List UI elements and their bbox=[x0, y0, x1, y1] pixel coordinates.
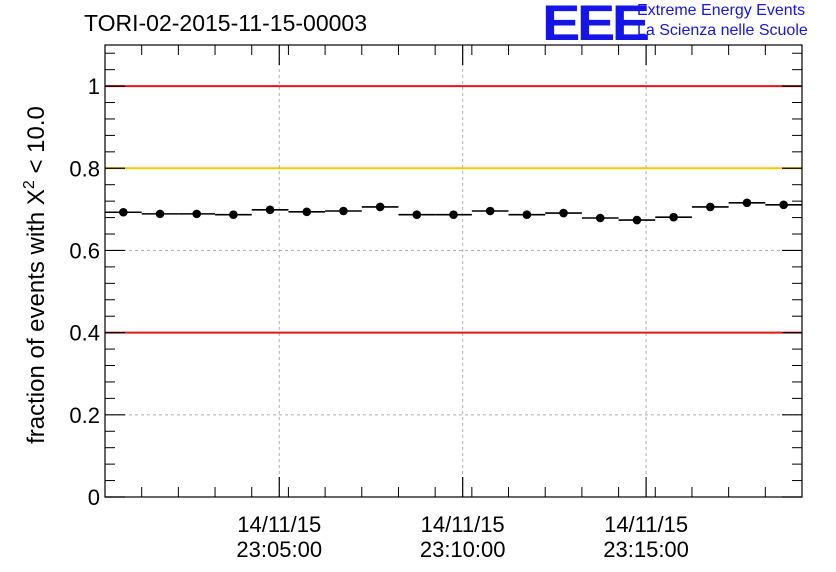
y-tick-label: 0.6 bbox=[69, 238, 100, 263]
data-point bbox=[435, 210, 472, 220]
y-axis-label-sup: 2 bbox=[21, 180, 38, 189]
x-tick-time-label: 23:15:00 bbox=[603, 537, 689, 562]
x-tick-date-label: 14/11/15 bbox=[237, 512, 321, 537]
data-point bbox=[545, 208, 582, 218]
x-tick-time-label: 23:05:00 bbox=[236, 537, 322, 562]
reference-lines bbox=[105, 85, 802, 334]
data-point-marker bbox=[449, 210, 458, 220]
eee-logo-mark: EEE bbox=[542, 0, 650, 51]
data-point-marker bbox=[119, 207, 128, 217]
data-points bbox=[105, 198, 802, 225]
y-axis-label-prefix: fraction of events with X bbox=[23, 189, 50, 444]
data-point-marker bbox=[632, 215, 642, 225]
grid-layer bbox=[105, 45, 802, 497]
data-point bbox=[398, 210, 436, 220]
data-point-marker bbox=[375, 202, 385, 212]
data-point-marker bbox=[265, 205, 275, 215]
data-point-marker bbox=[302, 207, 312, 217]
logo-line-2: La Scienza nelle Scuole bbox=[637, 22, 808, 39]
data-point bbox=[251, 205, 289, 215]
data-point bbox=[471, 206, 509, 216]
data-point-marker bbox=[559, 208, 568, 218]
data-point bbox=[581, 213, 619, 223]
data-point-marker bbox=[412, 210, 422, 220]
data-point bbox=[361, 202, 399, 212]
data-point-marker bbox=[522, 210, 532, 220]
data-point bbox=[618, 215, 656, 225]
data-point-marker bbox=[705, 202, 715, 212]
data-point-marker bbox=[779, 200, 788, 210]
data-point bbox=[691, 202, 729, 212]
data-point bbox=[105, 207, 142, 217]
data-point bbox=[728, 198, 766, 208]
data-point bbox=[765, 200, 802, 210]
data-point-marker bbox=[229, 210, 238, 220]
data-point bbox=[178, 209, 216, 219]
data-point-marker bbox=[192, 209, 202, 219]
logo-line-1: Extreme Energy Events bbox=[637, 2, 806, 19]
y-axis-label: fraction of events with X2 < 10.0 bbox=[21, 106, 50, 444]
data-point bbox=[215, 210, 252, 220]
x-tick-time-label: 23:10:00 bbox=[420, 537, 506, 562]
plot-frame bbox=[104, 44, 803, 498]
axes-layer bbox=[104, 44, 803, 498]
axis-labels: 00.20.40.60.8114/11/1523:05:0014/11/1523… bbox=[21, 74, 689, 562]
data-point-marker bbox=[669, 212, 678, 222]
data-point bbox=[655, 212, 692, 222]
x-tick-date-label: 14/11/15 bbox=[604, 512, 688, 537]
y-tick-label: 1 bbox=[88, 74, 100, 99]
data-point-marker bbox=[485, 206, 495, 216]
y-tick-label: 0 bbox=[88, 485, 100, 510]
y-tick-label: 0.4 bbox=[69, 321, 100, 346]
y-tick-label: 0.2 bbox=[69, 403, 100, 428]
y-axis-label-suffix: < 10.0 bbox=[23, 106, 50, 180]
data-point bbox=[325, 206, 362, 216]
x-tick-date-label: 14/11/15 bbox=[421, 512, 505, 537]
data-point bbox=[288, 207, 326, 217]
data-point-marker bbox=[595, 213, 605, 223]
chart-title: TORI-02-2015-11-15-00003 bbox=[84, 10, 367, 36]
data-point bbox=[141, 209, 179, 219]
data-point-marker bbox=[742, 198, 752, 208]
data-point bbox=[508, 210, 546, 220]
data-point-marker bbox=[155, 209, 165, 219]
data-point-marker bbox=[339, 206, 348, 216]
y-tick-label: 0.8 bbox=[69, 156, 100, 181]
